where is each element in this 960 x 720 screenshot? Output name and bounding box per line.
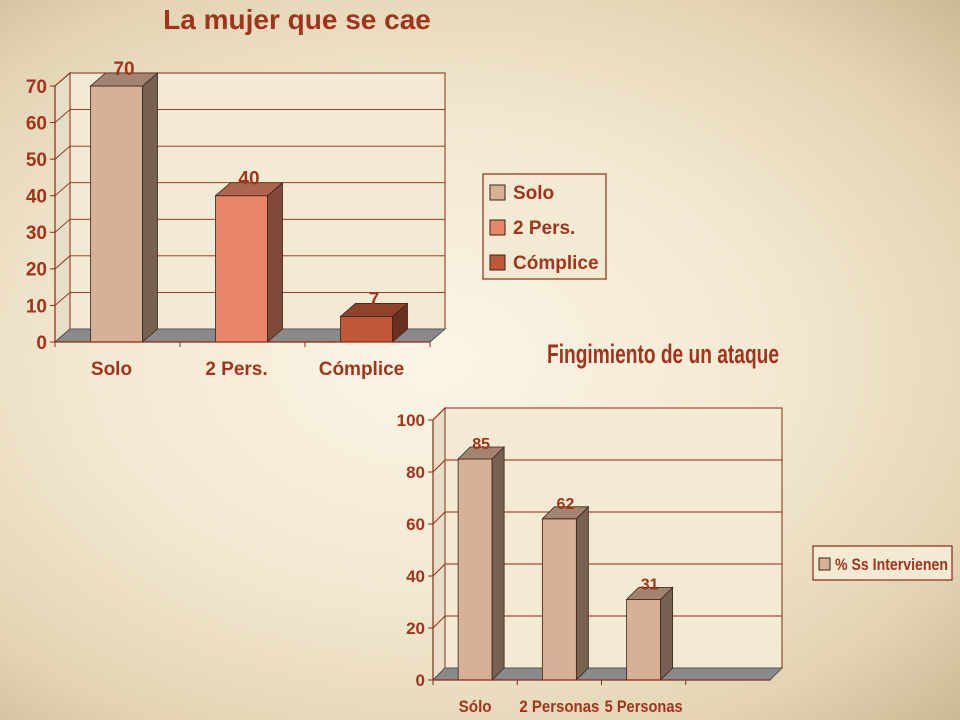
c1-bar-0-front [90,85,143,343]
c2-gridline [432,563,782,577]
chart1-title: La mujer que se cae [163,4,431,35]
c2-ytick-label: 40 [406,567,425,586]
c2-side-wall [432,406,446,682]
c2-category-label-0: Sólo [459,697,492,716]
c1-ytick-label: 60 [26,113,47,134]
c1-ytick-label: 70 [26,77,47,98]
c1-bar-1-front [215,195,268,343]
c1-bar-0-side [142,72,158,343]
chart1-legend-label-0: Solo [513,183,554,204]
c1-category-label-0: Solo [91,359,132,380]
chart2-legend-swatch-0 [818,557,831,571]
c2-gridline [432,407,782,421]
c2-data-label-2: 31 [641,576,659,593]
chart2-legend-box [812,545,953,581]
c1-gridline [54,109,445,123]
chart2-title: Fingimiento de un ataque [547,339,779,369]
c1-bar-0: 70 [89,59,159,343]
chart2-x-axis: Sólo 2 Personas 5 Personas [432,679,770,716]
chart1-legend-label-2: Cómplice [513,253,599,274]
c2-gridline [432,511,782,525]
c2-ytick-label: 20 [406,619,425,638]
c1-gridline [54,145,445,160]
c2-bar-0-top [457,446,506,460]
c2-ytick-label: 100 [397,411,425,430]
chart1-legend-swatch-1 [489,219,506,236]
chart1-bars: 70 40 7 [89,59,409,343]
c1-gridline [54,182,445,197]
chart1-y-axis: 0 10 20 30 40 50 60 70 [26,77,56,354]
c1-ytick-label: 50 [26,150,47,171]
c1-bar-1: 40 [214,169,284,343]
c1-bar-0-top [89,72,159,87]
c2-bar-2-front [626,599,662,681]
c2-bar-2-side [660,586,674,681]
c1-bar-2-front [340,315,393,343]
chart1-legend-swatch-0 [489,184,506,201]
chart1-legend: Solo 2 Pers. Cómplice [482,173,607,280]
c1-bar-2-top [339,302,409,317]
c2-gridline [432,459,782,473]
c2-bar-1: 62 [541,496,590,681]
c1-gridline [54,291,445,306]
c1-data-label-1: 40 [238,169,259,190]
c2-ytick-label: 80 [406,463,425,482]
c1-gridline [54,72,445,87]
chart1-legend-swatch-2 [489,254,506,271]
c1-side-wall [54,71,71,344]
chart1-legend-label-1: 2 Pers. [513,218,575,239]
chart-la-mujer-que-se-cae: La mujer que se cae 0 10 20 30 40 50 60 70 70 40… [26,4,607,380]
c2-data-label-1: 62 [556,496,574,513]
c1-data-label-0: 70 [113,59,134,80]
c2-bar-0-side [491,446,505,681]
chart2-legend-label-0: % Ss Intervienen [835,555,948,574]
c2-bar-2: 31 [625,576,674,681]
c1-bar-2: 7 [339,289,409,343]
c1-ytick-label: 10 [26,296,47,317]
c1-category-label-2: Cómplice [319,359,405,380]
c2-bar-1-front [541,518,577,681]
chart1-x-axis: Solo 2 Pers. Cómplice [54,341,431,380]
c2-bar-1-top [541,506,590,520]
c1-data-label-2: 7 [369,289,380,310]
chart2-y-axis: 0 20 40 60 80 100 [397,411,434,690]
c1-bar-1-side [267,181,283,343]
c2-category-label-1: 2 Personas [519,697,599,716]
chart2-bars: 85 62 31 [457,436,674,681]
c2-bar-0: 85 [457,436,506,681]
c2-bar-2-top [625,587,674,600]
chart1-gridlines [54,72,445,306]
c1-ytick-label: 40 [26,187,47,208]
c1-category-label-1: 2 Pers. [205,359,267,380]
c2-ytick-label: 60 [406,515,425,534]
c2-bar-0-front [457,458,493,681]
c1-gridline [54,255,445,270]
c1-bar-1-top [214,182,284,197]
c1-ytick-label: 20 [26,260,47,281]
c2-ytick-label: 0 [416,671,425,690]
c1-ytick-label: 0 [36,333,47,354]
chart-fingimiento-de-un-ataque: Fingimiento de un ataque 0 20 40 60 80 100 85… [397,339,953,716]
c2-category-label-2: 5 Personas [605,697,683,716]
c2-data-label-0: 85 [472,436,490,453]
c2-bar-1-side [575,505,589,681]
chart2-legend: % Ss Intervienen [812,545,953,581]
c1-ytick-label: 30 [26,223,47,244]
c1-gridline [54,218,445,233]
